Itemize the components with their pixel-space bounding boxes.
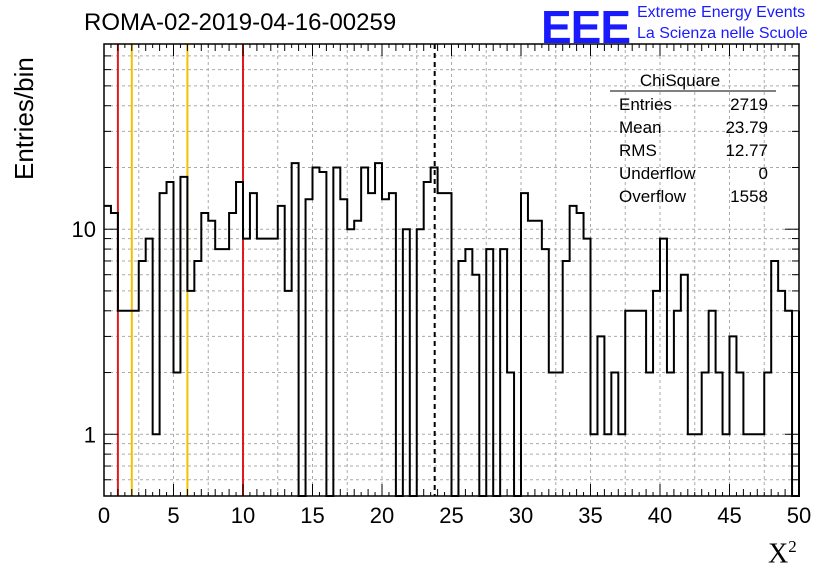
stats-row-value: 2719: [730, 95, 768, 114]
x-tick-label: 40: [648, 503, 672, 528]
stats-row-label: Mean: [619, 118, 662, 137]
chart-title: ROMA-02-2019-04-16-00259: [84, 9, 397, 36]
x-axis-label-superscript: 2: [788, 537, 797, 556]
x-tick-label: 10: [231, 503, 255, 528]
stats-row-value: 12.77: [725, 141, 768, 160]
stats-row-label: Overflow: [619, 187, 687, 206]
x-tick-label: 50: [787, 503, 811, 528]
stats-row-label: Entries: [619, 95, 672, 114]
logo-line-1: Extreme Energy Events: [637, 4, 806, 21]
logo-line-2: La Scienza nelle Scuole: [637, 25, 808, 42]
x-tick-label: 45: [717, 503, 741, 528]
x-tick-label: 20: [370, 503, 394, 528]
stats-row-value: 1558: [730, 187, 768, 206]
stats-row-value: 23.79: [725, 118, 768, 137]
x-axis-label: X2: [768, 537, 797, 570]
x-tick-label: 25: [439, 503, 463, 528]
stats-row-label: RMS: [619, 141, 657, 160]
x-tick-label: 30: [509, 503, 533, 528]
stats-box-title: ChiSquare: [640, 71, 720, 90]
x-tick-label: 35: [578, 503, 602, 528]
x-tick-label: 15: [300, 503, 324, 528]
histogram-series: [104, 162, 800, 497]
stats-row-value: 0: [759, 164, 768, 183]
x-tick-label: 5: [167, 503, 179, 528]
y-tick-label: 10: [72, 217, 96, 242]
y-tick-label: 1: [84, 422, 96, 447]
x-tick-label: 0: [98, 503, 110, 528]
stats-row-label: Underflow: [619, 164, 696, 183]
